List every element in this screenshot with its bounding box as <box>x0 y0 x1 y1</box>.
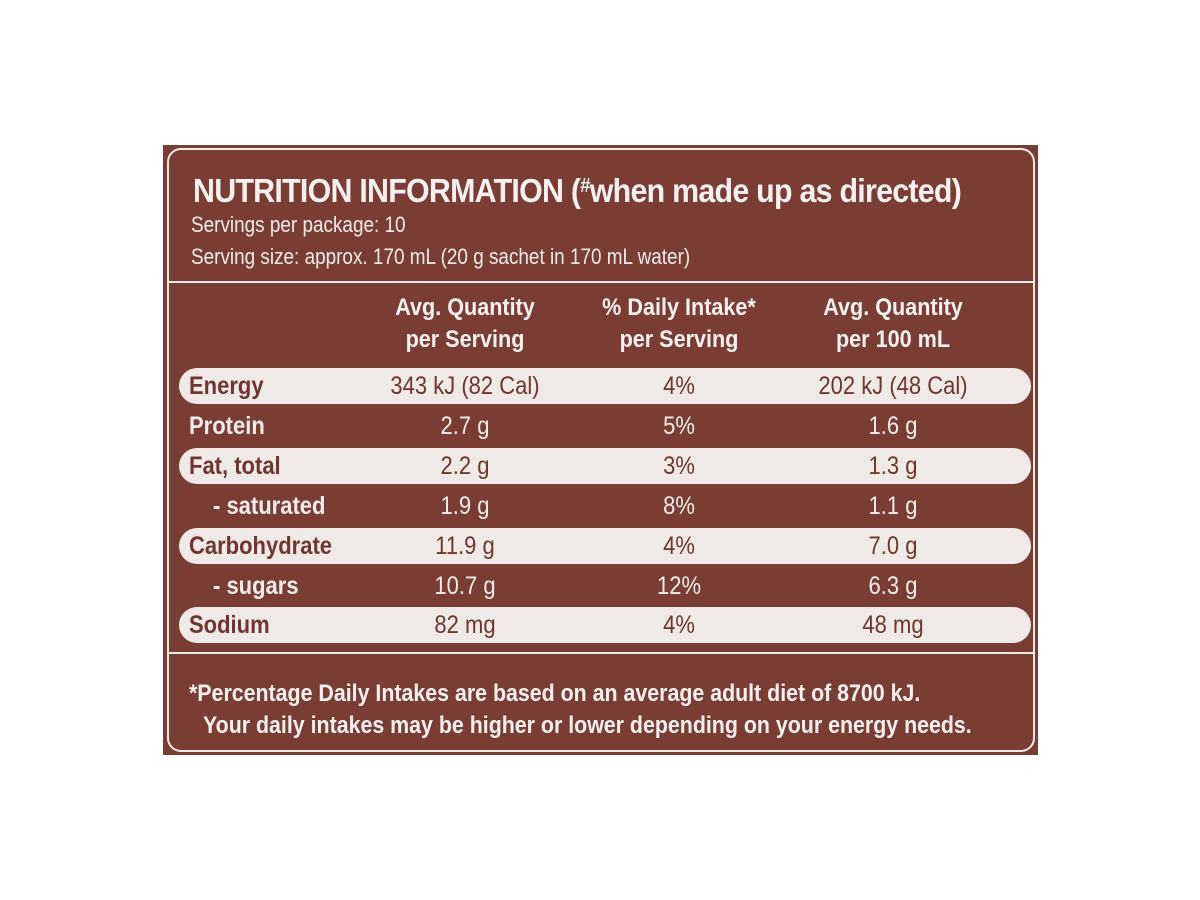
column-header-line: per 100 mL <box>835 326 951 353</box>
serving-size: Serving size: approx. 170 mL (20 g sache… <box>191 244 691 269</box>
column-header-daily-intake: % Daily Intake* per Serving <box>580 292 778 356</box>
title-mark: # <box>580 175 590 197</box>
nutrient-name: - sugars <box>213 572 299 600</box>
footnote-divider <box>169 652 1033 654</box>
table-row-sodium: Sodium 82 mg 4% 48 mg <box>179 607 1031 643</box>
nutrient-name: Protein <box>189 412 265 440</box>
per-serving-value: 10.7 g <box>434 572 496 600</box>
table-row-protein: Protein 2.7 g 5% 1.6 g <box>179 408 1031 444</box>
daily-intake-value: 4% <box>663 611 695 639</box>
nutrient-name: Fat, total <box>189 452 281 480</box>
nutrient-name: Energy <box>189 372 264 400</box>
per-100ml-value: 6.3 g <box>868 572 918 600</box>
per-100ml-value: 202 kJ (48 Cal) <box>818 372 968 400</box>
nutrition-panel: NUTRITION INFORMATION (#when made up as … <box>163 145 1038 755</box>
nutrition-title: NUTRITION INFORMATION (#when made up as … <box>193 172 962 210</box>
per-serving-value: 2.2 g <box>440 452 490 480</box>
per-serving-value: 2.7 g <box>440 412 490 440</box>
servings-per-package: Servings per package: 10 <box>191 212 406 237</box>
per-100ml-value: 7.0 g <box>868 532 918 560</box>
footnote-line-2: Your daily intakes may be higher or lowe… <box>203 712 972 739</box>
daily-intake-value: 4% <box>663 372 695 400</box>
per-serving-value: 1.9 g <box>440 492 490 520</box>
table-row-fat-total: Fat, total 2.2 g 3% 1.3 g <box>179 448 1031 484</box>
nutrition-frame: NUTRITION INFORMATION (#when made up as … <box>167 148 1035 752</box>
nutrient-name: Sodium <box>189 611 270 639</box>
nutrient-name: - saturated <box>213 492 326 520</box>
table-row-energy: Energy 343 kJ (82 Cal) 4% 202 kJ (48 Cal… <box>179 368 1031 404</box>
per-100ml-value: 1.3 g <box>868 452 918 480</box>
column-header-per-serving: Avg. Quantity per Serving <box>366 292 564 356</box>
daily-intake-value: 4% <box>663 532 695 560</box>
footnote-line-1: *Percentage Daily Intakes are based on a… <box>189 680 921 707</box>
per-100ml-value: 1.1 g <box>868 492 918 520</box>
per-serving-value: 343 kJ (82 Cal) <box>390 372 540 400</box>
table-row-carbohydrate: Carbohydrate 11.9 g 4% 7.0 g <box>179 528 1031 564</box>
column-header-line: Avg. Quantity <box>395 294 535 321</box>
daily-intake-value: 3% <box>663 452 695 480</box>
column-header-line: per Serving <box>405 326 525 353</box>
daily-intake-value: 8% <box>663 492 695 520</box>
column-header-line: Avg. Quantity <box>823 294 963 321</box>
nutrient-name: Carbohydrate <box>189 532 333 560</box>
column-header-line: % Daily Intake* <box>602 294 756 321</box>
column-header-per-100ml: Avg. Quantity per 100 mL <box>794 292 992 356</box>
title-rest: when made up as directed) <box>589 172 962 209</box>
daily-intake-value: 5% <box>663 412 695 440</box>
daily-intake-value: 12% <box>656 572 702 600</box>
title-text: NUTRITION INFORMATION ( <box>193 172 581 209</box>
per-serving-value: 82 mg <box>434 611 496 639</box>
per-serving-value: 11.9 g <box>435 532 495 560</box>
header-divider <box>169 281 1033 283</box>
column-header-line: per Serving <box>619 326 739 353</box>
table-row-saturated: - saturated 1.9 g 8% 1.1 g <box>179 488 1031 524</box>
per-100ml-value: 48 mg <box>862 611 924 639</box>
table-row-sugars: - sugars 10.7 g 12% 6.3 g <box>179 568 1031 604</box>
per-100ml-value: 1.6 g <box>868 412 918 440</box>
